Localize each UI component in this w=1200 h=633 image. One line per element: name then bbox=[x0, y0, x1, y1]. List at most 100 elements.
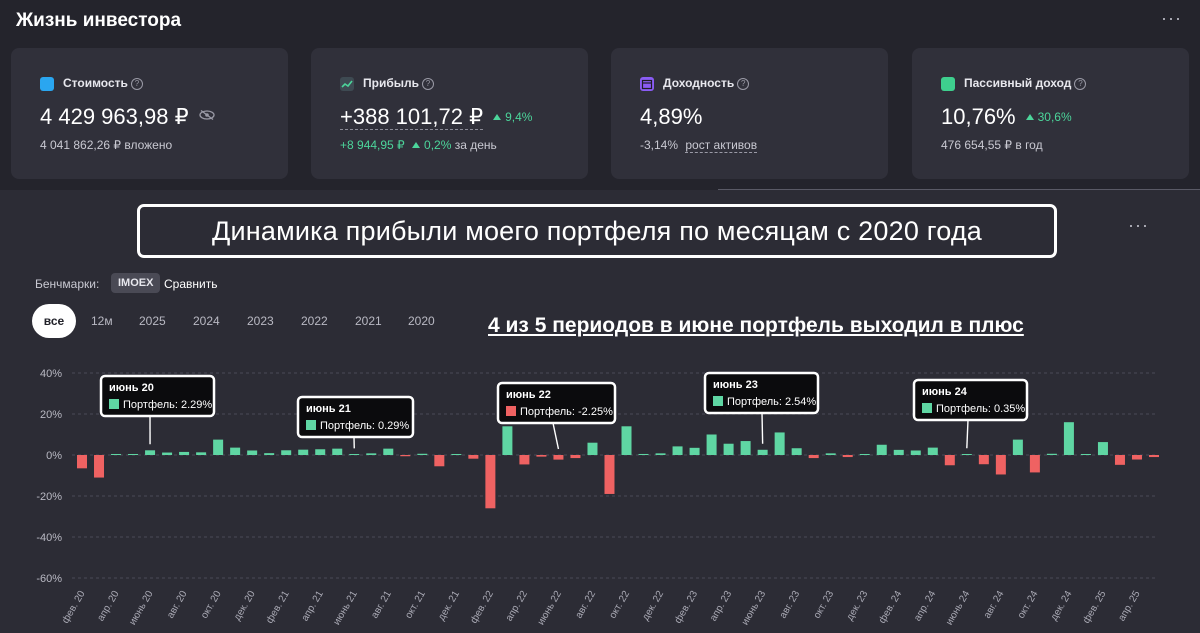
asset-growth-link[interactable]: рост активов bbox=[685, 138, 758, 153]
bar bbox=[298, 449, 309, 455]
tooltip-swatch bbox=[922, 403, 932, 413]
bar bbox=[179, 451, 190, 455]
profit-delta: 9,4% bbox=[493, 110, 532, 124]
x-tick-label: фев. 22 bbox=[468, 588, 497, 625]
period-2024[interactable]: 2024 bbox=[193, 314, 220, 328]
card-profit: Прибыль? +388 101,72 ₽9,4% +8 944,95 ₽ 0… bbox=[311, 48, 588, 179]
bar bbox=[1046, 453, 1057, 455]
tooltip-value: Портфель: 2.54% bbox=[727, 396, 816, 408]
arrow-up-icon bbox=[412, 142, 421, 148]
daily-profit: +8 944,95 ₽ 0,2% за день bbox=[340, 138, 497, 152]
card-passive-income: Пассивный доход? 10,76% 30,6% 476 654,55 … bbox=[912, 48, 1189, 179]
profit-value: +388 101,72 ₽9,4% bbox=[340, 104, 533, 130]
x-tick-label: июнь 23 bbox=[740, 589, 769, 628]
x-tick-label: авг. 22 bbox=[574, 589, 599, 621]
period-12m[interactable]: 12м bbox=[91, 314, 113, 328]
tooltip-box bbox=[99, 374, 216, 418]
more-menu-icon[interactable]: ··· bbox=[1161, 8, 1182, 28]
x-tick-label: фев. 20 bbox=[59, 588, 88, 625]
x-tick-label: июнь 22 bbox=[536, 589, 565, 628]
passive-delta: 30,6% bbox=[1025, 110, 1072, 124]
bar bbox=[1080, 454, 1091, 455]
bar bbox=[927, 447, 938, 455]
bar bbox=[77, 455, 87, 469]
bar bbox=[808, 455, 819, 459]
period-2025[interactable]: 2025 bbox=[139, 314, 166, 328]
x-tick-label: апр. 20 bbox=[95, 589, 121, 624]
bar bbox=[349, 454, 360, 455]
card-label: Пассивный доход? bbox=[964, 76, 1087, 90]
y-tick-label: 40% bbox=[40, 368, 62, 380]
help-icon[interactable]: ? bbox=[737, 78, 750, 90]
help-icon[interactable]: ? bbox=[422, 78, 434, 90]
benchmark-chip-imoex[interactable]: IMOEX bbox=[111, 273, 161, 293]
x-tick-label: окт. 20 bbox=[199, 589, 224, 621]
period-2021[interactable]: 2021 bbox=[355, 314, 382, 328]
bar bbox=[1097, 442, 1108, 455]
period-2023[interactable]: 2023 bbox=[247, 314, 274, 328]
bar bbox=[553, 455, 564, 460]
x-tick-label: авг. 23 bbox=[778, 589, 803, 621]
bar bbox=[706, 434, 717, 455]
bar bbox=[842, 455, 853, 458]
bar bbox=[1029, 455, 1040, 473]
tooltip-swatch bbox=[306, 420, 316, 430]
period-2020[interactable]: 2020 bbox=[408, 314, 435, 328]
card-yield: Доходность? 4,89% -3,14% рост активов bbox=[611, 48, 888, 179]
bar bbox=[196, 452, 207, 455]
bar bbox=[604, 455, 615, 494]
x-tick-label: фев. 25 bbox=[1080, 588, 1109, 625]
wallet-icon bbox=[40, 77, 54, 91]
tooltip-box bbox=[296, 395, 415, 439]
bar bbox=[451, 454, 462, 455]
eye-off-icon[interactable] bbox=[198, 110, 215, 120]
bar bbox=[757, 449, 768, 455]
x-tick-label: авг. 21 bbox=[369, 589, 394, 621]
period-all[interactable]: все bbox=[32, 304, 76, 338]
bar bbox=[230, 447, 241, 455]
tooltip-title: июнь 21 bbox=[306, 403, 351, 415]
piggy-bank-icon bbox=[941, 77, 955, 91]
x-tick-label: окт. 22 bbox=[607, 589, 632, 621]
tooltip-box bbox=[496, 381, 617, 425]
passive-income-year: 476 654,55 ₽ в год bbox=[941, 138, 1043, 152]
x-tick-label: фев. 23 bbox=[672, 588, 701, 625]
bar bbox=[825, 453, 836, 455]
x-tick-label: апр. 22 bbox=[504, 589, 530, 624]
bar bbox=[536, 455, 547, 457]
bar bbox=[570, 455, 581, 459]
chart-menu-icon[interactable]: ··· bbox=[1128, 215, 1149, 235]
help-icon[interactable]: ? bbox=[130, 78, 143, 90]
bar bbox=[1131, 455, 1142, 460]
compare-button[interactable]: Сравнить bbox=[164, 277, 218, 291]
tooltip-title: июнь 22 bbox=[506, 389, 551, 401]
tooltip-title: июнь 24 bbox=[922, 386, 968, 398]
tooltip-title: июнь 23 bbox=[713, 379, 758, 391]
bar bbox=[587, 442, 598, 455]
help-icon[interactable]: ? bbox=[1074, 78, 1087, 90]
passive-income-value: 10,76% 30,6% bbox=[941, 104, 1072, 129]
tooltip-swatch bbox=[713, 396, 723, 406]
bar bbox=[128, 454, 139, 455]
x-tick-label: фев. 21 bbox=[264, 588, 293, 625]
card-label: Доходность? bbox=[663, 76, 750, 90]
x-tick-label: дек. 24 bbox=[1049, 589, 1075, 623]
bar bbox=[383, 448, 394, 455]
bar bbox=[740, 441, 751, 455]
y-tick-label: -60% bbox=[36, 573, 62, 585]
tooltip-title: июнь 20 bbox=[109, 382, 154, 394]
bar bbox=[672, 446, 683, 455]
x-tick-label: июнь 20 bbox=[127, 589, 156, 628]
tooltip-swatch bbox=[109, 399, 119, 409]
chart-up-icon bbox=[340, 77, 354, 91]
x-tick-label: дек. 22 bbox=[640, 589, 666, 623]
card-value: Стоимость? 4 429 963,98 ₽ 4 041 862,26 ₽… bbox=[11, 48, 288, 179]
bar bbox=[1012, 439, 1023, 455]
bar bbox=[264, 453, 275, 455]
period-2022[interactable]: 2022 bbox=[301, 314, 328, 328]
bar bbox=[893, 449, 904, 455]
tooltip-box bbox=[912, 378, 1029, 422]
y-tick-label: 0% bbox=[46, 450, 62, 462]
y-tick-label: -40% bbox=[36, 532, 62, 544]
bar bbox=[978, 455, 989, 465]
